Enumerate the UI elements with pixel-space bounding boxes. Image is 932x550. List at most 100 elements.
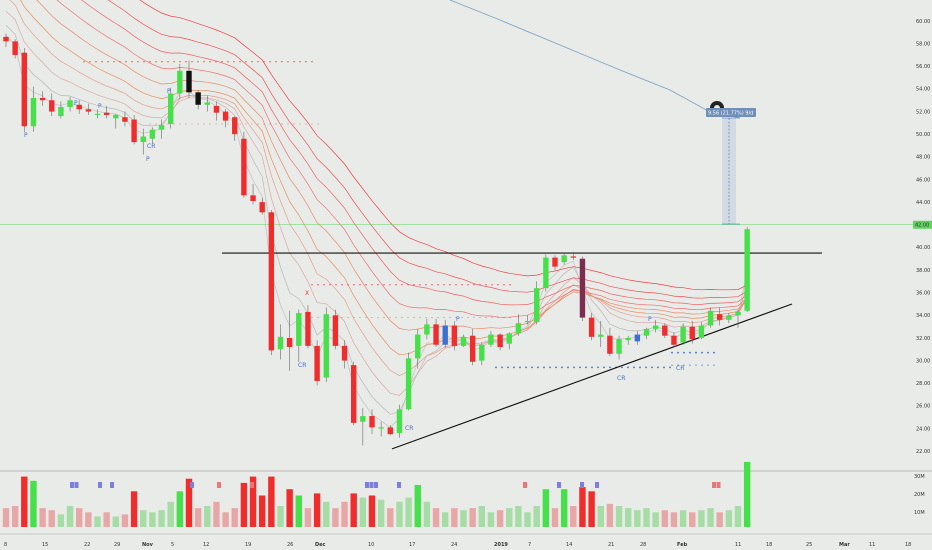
stop-dot	[473, 317, 475, 319]
stop-dot	[125, 61, 127, 63]
time-tick: 2019	[494, 542, 508, 548]
stop-dot	[275, 123, 277, 125]
volume-bar	[698, 510, 705, 527]
time-tick: Feb	[677, 542, 688, 548]
support-dot	[645, 366, 647, 369]
candle-body	[387, 427, 393, 435]
time-tick: 10	[368, 542, 374, 548]
time-tick: 11	[735, 542, 741, 548]
volume-bar	[149, 512, 156, 527]
stop-dot	[179, 123, 181, 125]
candle-body	[241, 138, 247, 196]
volume-bar	[350, 493, 357, 527]
stop-dot	[89, 61, 91, 63]
stop-dot	[449, 317, 451, 319]
volume-bar	[442, 512, 449, 527]
price-range-measure[interactable]: 9.56 (21.77%) 9/d	[706, 101, 756, 225]
candle-body	[186, 70, 192, 93]
time-tick: 5	[171, 542, 174, 548]
candle-body	[689, 326, 695, 340]
stop-dot	[413, 284, 415, 286]
candle-body	[552, 257, 558, 267]
stop-dot	[383, 284, 385, 286]
stop-dot	[239, 61, 241, 63]
stop-dot	[269, 123, 271, 125]
price-tick: 56.00	[916, 64, 930, 70]
candle-body	[469, 335, 476, 362]
stop-dot	[485, 317, 487, 319]
support-dot	[689, 364, 691, 366]
volume-bar	[734, 506, 742, 527]
volume-bar	[231, 508, 238, 527]
stop-dot	[149, 123, 151, 125]
stop-dot	[371, 284, 373, 286]
stop-dot	[287, 123, 289, 125]
stop-dot	[251, 61, 253, 63]
candle-body	[479, 344, 485, 361]
volume-event-icon	[250, 482, 254, 488]
time-tick: 18	[766, 542, 772, 548]
stop-dot	[419, 317, 421, 319]
candle-body	[168, 93, 174, 125]
candle-body	[103, 112, 110, 115]
volume-bar	[460, 510, 467, 527]
stop-dot	[251, 123, 253, 125]
volume-bar	[570, 506, 577, 527]
time-tick: 29	[114, 542, 120, 548]
candle-body	[625, 337, 631, 341]
current-price-label: 42.00	[915, 223, 929, 229]
stop-dot	[245, 61, 247, 63]
volume-bar	[103, 512, 110, 527]
volume-bar	[359, 497, 367, 527]
stop-dot	[179, 61, 181, 63]
support-dot	[567, 366, 569, 369]
price-axis: 60.00 58.00 56.00 54.00 52.00 50.00 48.00 46.00…	[914, 19, 930, 516]
volume-bar	[57, 514, 65, 527]
volume-bar	[506, 508, 513, 527]
stop-dot	[401, 284, 403, 286]
ribbon-line	[5, 35, 748, 428]
candle-body	[680, 326, 686, 343]
stop-dot	[341, 284, 343, 286]
candle-body	[296, 313, 302, 346]
support-dot	[579, 366, 581, 369]
candle-body	[634, 334, 641, 342]
time-tick: Dec	[315, 542, 326, 548]
volume-bar	[542, 489, 550, 527]
price-tick: 54.00	[916, 87, 930, 93]
marker-p: P	[24, 132, 28, 139]
volume-bar	[487, 512, 495, 527]
ribbon-line	[107, 0, 748, 299]
candle-body	[662, 325, 668, 336]
stop-dot	[419, 284, 421, 286]
volume-bar	[405, 497, 412, 527]
support-dot	[627, 366, 629, 369]
support-dot	[663, 366, 665, 369]
current-price-badge	[913, 220, 932, 229]
stop-dot	[311, 61, 313, 63]
candle-body	[488, 334, 494, 345]
candle-body	[543, 257, 549, 289]
volume-bar	[423, 501, 431, 527]
stop-dot	[353, 317, 355, 319]
volume-bar	[167, 501, 174, 527]
support-dot	[621, 366, 623, 369]
volume-event-icon	[98, 482, 102, 488]
support-dot	[695, 351, 697, 354]
time-tick: 25	[806, 542, 812, 548]
time-tick: 21	[608, 542, 614, 548]
volume-bar	[368, 495, 376, 527]
time-tick: 11	[869, 542, 875, 548]
stop-dot	[221, 123, 223, 125]
candle-body	[735, 311, 741, 316]
volume-event-icon	[217, 482, 221, 488]
volume-bar	[277, 506, 284, 527]
volume-bar	[112, 516, 119, 527]
volume-bar	[323, 501, 330, 527]
stop-dot	[335, 284, 337, 286]
candle-body	[149, 129, 156, 139]
time-tick: Nov	[142, 542, 154, 548]
stop-dot	[185, 123, 187, 125]
candle-body	[3, 36, 9, 42]
